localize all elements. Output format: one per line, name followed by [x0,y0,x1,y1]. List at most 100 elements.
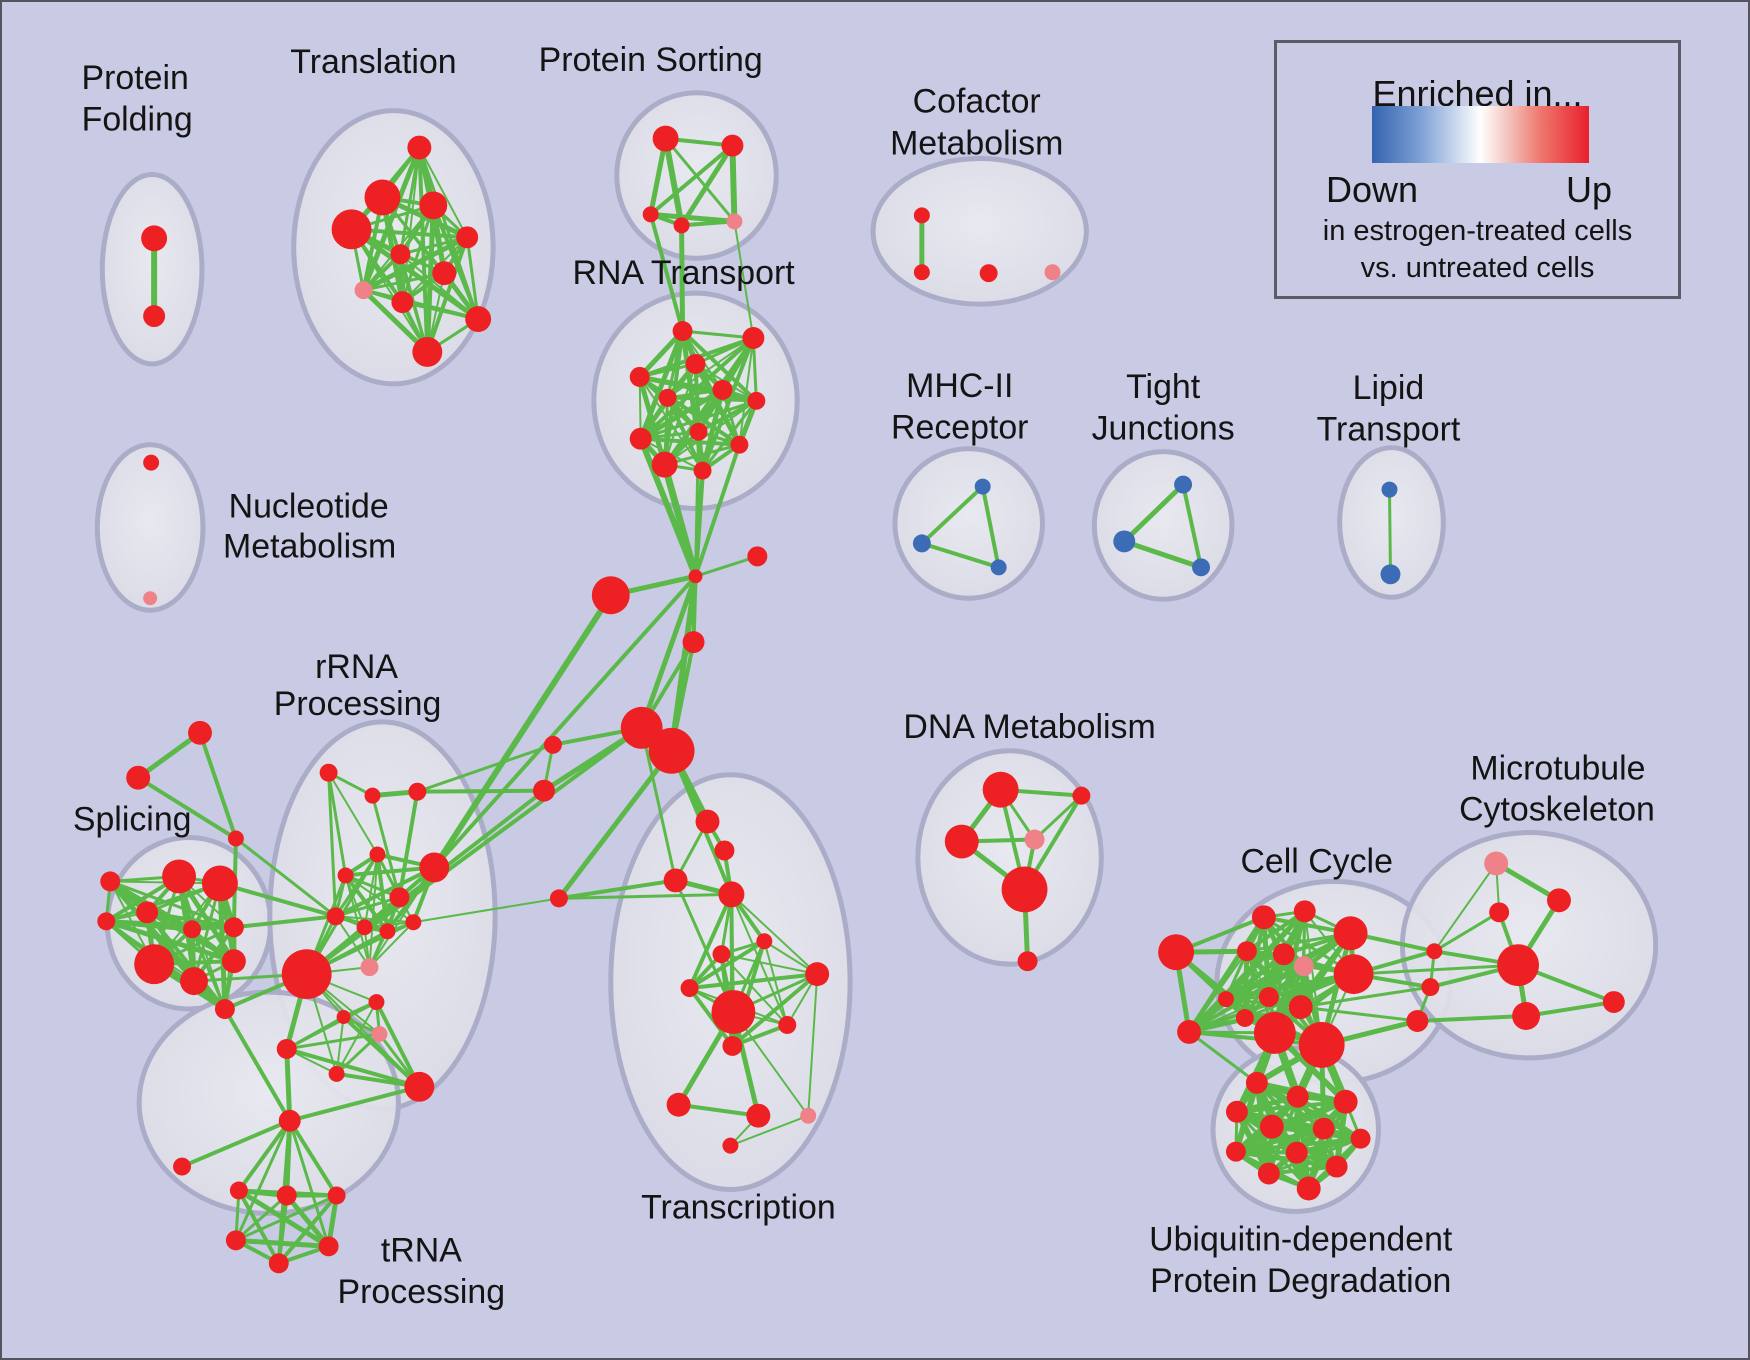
legend-gradient-bar [1372,106,1589,163]
cluster-label: Metabolism [890,125,1063,163]
node-mtr1 [1426,943,1443,960]
node-tc11 [666,1092,691,1117]
cluster-ellipse-dna-metabolism [915,748,1104,967]
edge [108,879,236,929]
node-s11 [97,912,116,931]
edge [415,788,546,794]
node-t5 [456,226,479,249]
node-mt3 [1512,1002,1541,1030]
edge [231,914,338,930]
node-x6 [268,1253,289,1274]
edge [733,220,755,340]
edge [1121,538,1204,570]
node-cc9 [1288,995,1313,1019]
edge [557,892,733,900]
node-r16 [404,1071,435,1102]
legend-up-label: Up [1565,169,1613,210]
node-t7 [432,261,457,286]
edge [687,972,820,991]
node-ccp [1293,956,1314,977]
node-tj2 [1113,530,1136,553]
edge [1267,1137,1363,1176]
node-tj3 [1192,558,1211,577]
edge [305,973,421,1088]
node-m3 [990,559,1007,576]
node-t3 [331,209,372,250]
node-rp2 [371,1025,388,1042]
cluster-label: Processing [274,685,442,723]
cluster-label: Protein Degradation [1150,1262,1451,1300]
legend: Enriched in... Down Up in estrogen-treat… [1274,40,1681,299]
edge [1223,964,1306,1002]
node-tchub [711,990,756,1034]
node-iso [173,1157,192,1176]
node-tc4 [718,881,745,908]
node-tc2 [714,840,735,861]
node-ps5 [726,213,743,230]
node-t11 [412,337,443,367]
edge [412,897,560,924]
node-r2 [364,787,381,804]
edge [327,771,348,877]
node-mtp [1484,851,1509,876]
edge [807,973,819,1117]
node-ps2 [721,134,744,157]
edge [284,1046,293,1124]
node-d1 [982,771,1019,808]
node-c1 [913,207,930,224]
node-s2 [201,865,238,902]
node-u1 [1245,1071,1268,1094]
edge [108,879,236,964]
cluster-label: Translation [290,43,456,81]
node-d2 [1072,786,1091,805]
node-u4 [1225,1100,1248,1123]
edge [640,726,678,882]
node-rt7 [747,391,766,410]
edge [639,399,758,441]
edge [368,866,436,969]
edge [1188,950,1248,1033]
node-r7 [356,919,373,936]
edge [276,1193,289,1266]
node-t9 [391,291,414,314]
cluster-label: Cytoskeleton [1459,791,1655,829]
edge [729,142,738,225]
node-rt6 [658,388,677,407]
node-rhub [281,949,332,1000]
node-s3 [136,901,159,924]
edge [637,374,759,404]
node-s10 [100,871,121,892]
node-u5 [1259,1114,1284,1139]
edge [135,730,203,781]
edge [103,918,237,964]
node-tc12 [746,1103,771,1128]
node-pf2 [143,305,166,328]
node-u12 [1296,1176,1321,1201]
node-t1 [407,135,432,160]
edge [980,484,1001,570]
node-l2 [1380,564,1401,585]
edge [648,143,735,217]
edge [1524,1000,1616,1019]
edge [1266,1164,1339,1176]
edge [222,1007,292,1123]
edge [425,235,470,354]
edge [234,1193,339,1242]
edge [327,771,338,918]
node-tc5 [756,933,773,950]
edge [349,226,481,322]
edge [666,396,758,403]
node-nm1 [143,454,160,471]
edge [465,235,480,321]
edge [661,461,700,580]
edge [687,939,767,991]
edge [687,986,735,1048]
node-tcp [800,1107,817,1124]
edge [738,337,755,446]
node-d3 [944,824,979,859]
edge [236,1118,292,1193]
node-m2 [912,534,931,553]
node-u2 [1286,1085,1309,1108]
edge [284,1046,422,1089]
